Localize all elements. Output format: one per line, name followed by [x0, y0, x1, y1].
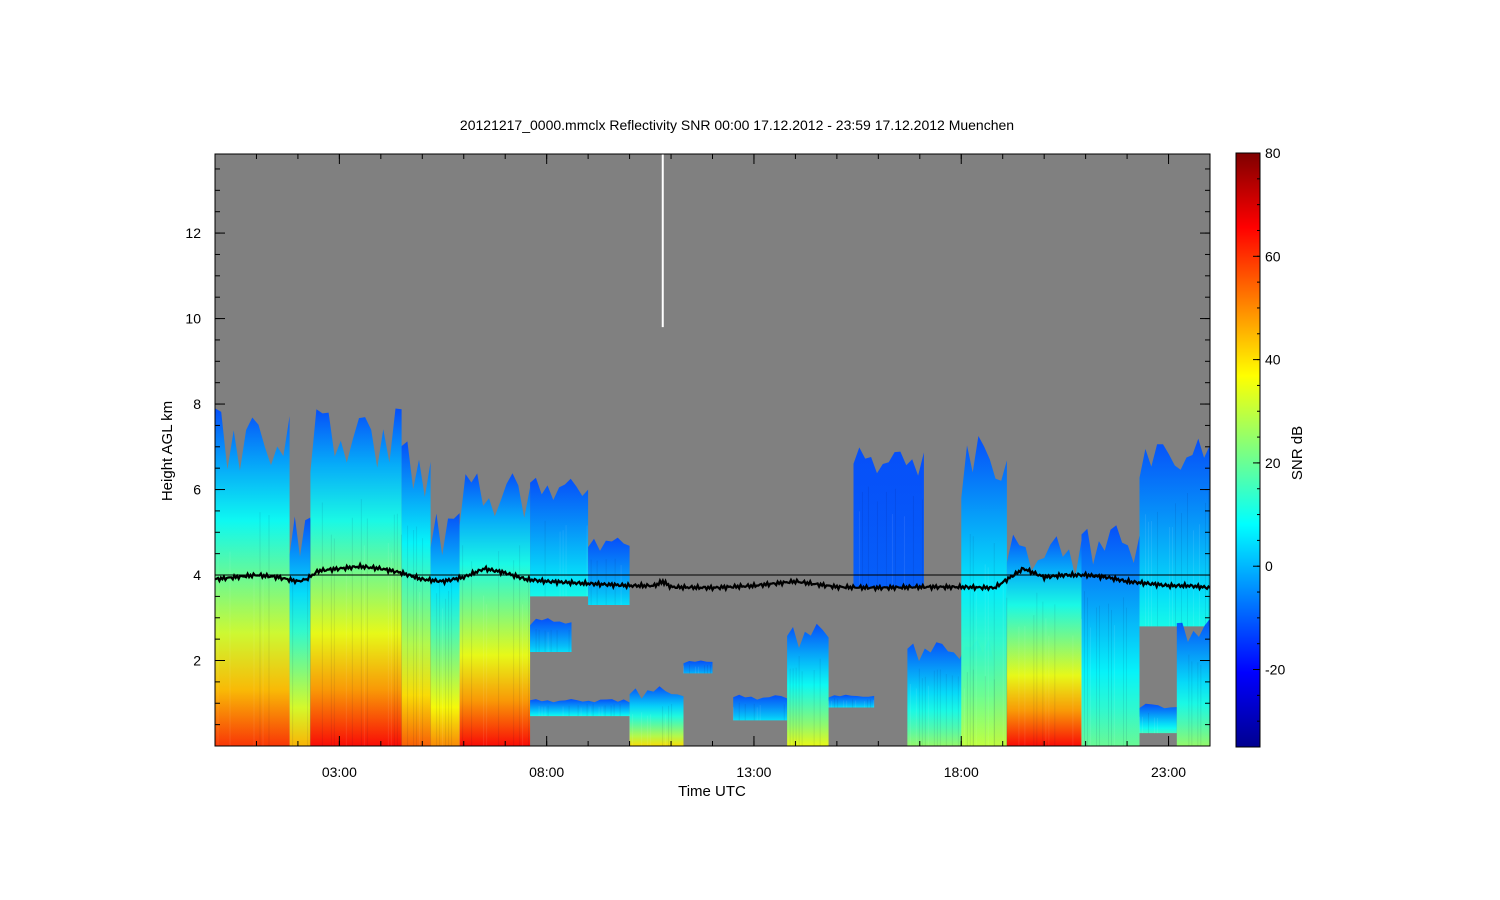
- cloud-layer: [1139, 703, 1177, 734]
- y-tick-label: 6: [193, 482, 201, 498]
- colorbar-tick-label: 20: [1265, 455, 1281, 471]
- colorbar-tick-label: 40: [1265, 352, 1281, 368]
- y-axis: 2 4 6 8 10 12: [185, 168, 1210, 726]
- cloud-layer: [530, 477, 589, 597]
- colorbar-label: SNR dB: [1289, 426, 1306, 480]
- y-tick-label: 8: [193, 396, 201, 412]
- cloud-layer: [588, 537, 630, 605]
- y-tick-label: 12: [185, 225, 201, 241]
- x-tick-label: 08:00: [529, 764, 564, 780]
- colorbar-axis: -20 0 20 40 60 80: [1253, 145, 1285, 722]
- cloud-layer: [1139, 438, 1210, 627]
- cloud-layer: [310, 408, 402, 746]
- cloud-layer: [459, 473, 531, 746]
- y-tick-label: 10: [185, 311, 201, 327]
- colorbar: [1235, 152, 1261, 748]
- cloud-layer: [401, 441, 431, 746]
- x-axis-label: Time UTC: [678, 783, 746, 800]
- y-tick-label: 2: [193, 653, 201, 669]
- chart-title: 20121217_0000.mmclx Reflectivity SNR 00:…: [460, 117, 1014, 133]
- cloud-layer: [961, 436, 1007, 746]
- x-tick-label: 18:00: [944, 764, 979, 780]
- cloud-layer: [853, 447, 924, 588]
- cloud-layer: [683, 660, 713, 674]
- cloud-layer: [787, 623, 829, 746]
- cloud-streaks: [217, 486, 1210, 746]
- black-line-series: [215, 561, 1210, 593]
- cloud-layer: [289, 516, 311, 746]
- y-tick-label: 4: [193, 567, 201, 583]
- colorbar-tick-label: 80: [1265, 145, 1281, 161]
- cloud-layer: [530, 618, 572, 652]
- cloud-layer: [1176, 618, 1210, 746]
- x-tick-label: 03:00: [322, 764, 357, 780]
- cloud-layer: [828, 694, 875, 708]
- cloud-layer: [733, 694, 788, 721]
- x-tick-label: 23:00: [1151, 764, 1186, 780]
- cloud-layer: [1006, 534, 1082, 746]
- colorbar-tick-label: 60: [1265, 248, 1281, 264]
- colorbar-tick-label: 0: [1265, 558, 1273, 574]
- x-tick-label: 13:00: [736, 764, 771, 780]
- cloud-layer: [530, 699, 630, 717]
- colorbar-tick-label: -20: [1265, 662, 1285, 678]
- x-axis: 03:00 08:00 13:00 18:00 23:00: [255, 154, 1186, 780]
- cloud-layers: [215, 408, 1210, 746]
- cloud-layer: [430, 513, 460, 746]
- cloud-layer: [629, 686, 684, 746]
- y-axis-label: Height AGL km: [159, 401, 176, 501]
